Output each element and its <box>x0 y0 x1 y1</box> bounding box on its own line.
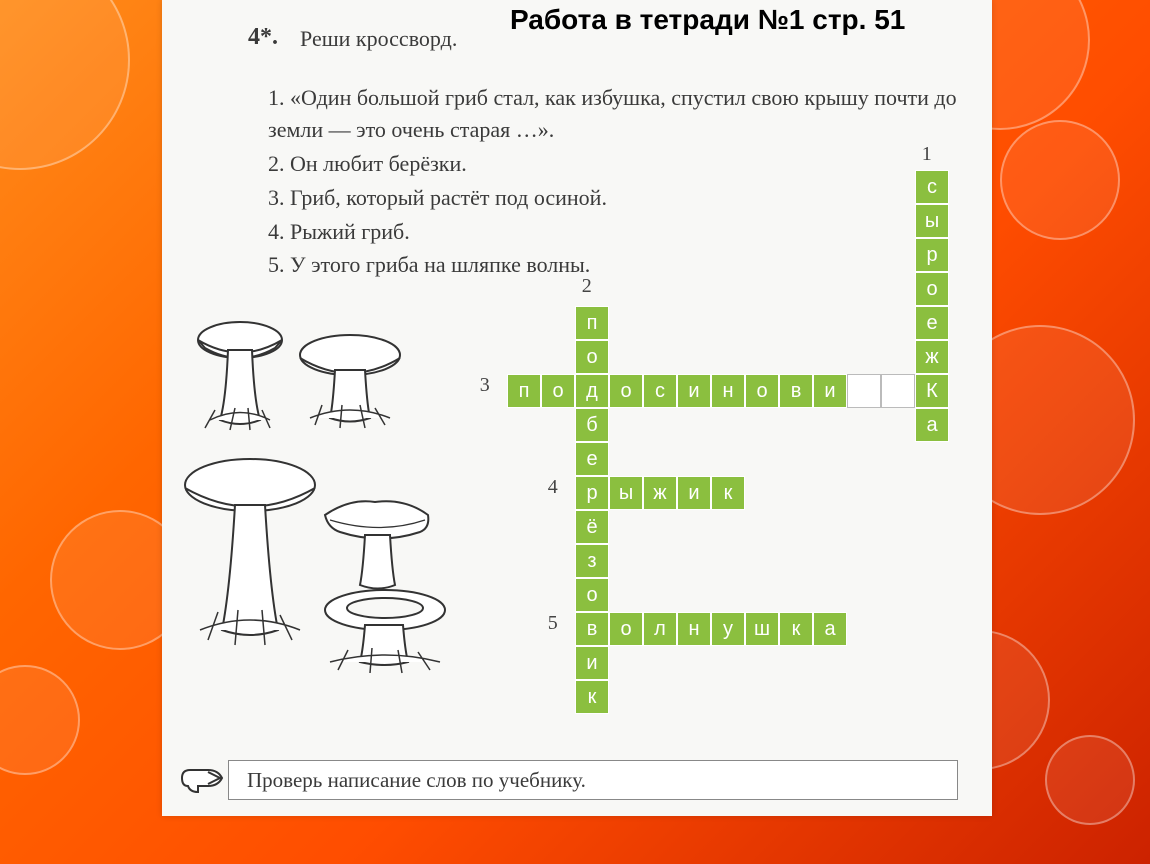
crossword-cell-filled: о <box>575 578 609 612</box>
crossword-cell-filled: с <box>915 170 949 204</box>
crossword-grid: сыроежКаподберёзовикпоосиновиыжиколнушка… <box>405 170 985 730</box>
crossword-cell-filled: л <box>643 612 677 646</box>
crossword-cell-filled: К <box>915 374 949 408</box>
crossword-cell-filled: о <box>541 374 575 408</box>
crossword-cell-empty <box>847 374 881 408</box>
crossword-cell-filled: р <box>915 238 949 272</box>
crossword-cell-filled: а <box>813 612 847 646</box>
crossword-cell-filled: к <box>711 476 745 510</box>
crossword-number: 2 <box>582 275 592 298</box>
crossword-cell-filled: о <box>745 374 779 408</box>
crossword-cell-filled: б <box>575 408 609 442</box>
crossword-cell-filled: ж <box>915 340 949 374</box>
check-text: Проверь написание слов по учебнику. <box>247 768 586 793</box>
crossword-cell-filled: ы <box>915 204 949 238</box>
bg-circle <box>1045 735 1135 825</box>
crossword-cell-empty <box>881 374 915 408</box>
crossword-cell-filled: и <box>677 374 711 408</box>
crossword-cell-filled: о <box>609 374 643 408</box>
task-title: Реши кроссворд. <box>300 26 457 52</box>
crossword-cell-filled: о <box>915 272 949 306</box>
crossword-cell-filled: в <box>575 612 609 646</box>
crossword-cell-filled: ё <box>575 510 609 544</box>
bg-circle <box>1000 120 1120 240</box>
crossword-number: 1 <box>922 143 932 166</box>
task-number: 4*. <box>248 24 278 51</box>
crossword-cell-filled: н <box>711 374 745 408</box>
crossword-cell-filled: о <box>575 340 609 374</box>
clue-item: 1. «Один большой гриб стал, как избушка,… <box>268 82 968 146</box>
crossword-cell-filled: и <box>677 476 711 510</box>
crossword-cell-filled: ш <box>745 612 779 646</box>
crossword-cell-filled: з <box>575 544 609 578</box>
crossword-number: 5 <box>548 612 558 635</box>
crossword-cell-filled: п <box>507 374 541 408</box>
crossword-cell-filled: у <box>711 612 745 646</box>
crossword-number: 4 <box>548 476 558 499</box>
crossword-number: 3 <box>480 374 490 397</box>
slide-title: Работа в тетради №1 стр. 51 <box>510 4 905 36</box>
crossword-cell-filled: а <box>915 408 949 442</box>
crossword-cell-filled: и <box>813 374 847 408</box>
crossword-cell-filled: о <box>609 612 643 646</box>
crossword-cell-filled: е <box>575 442 609 476</box>
crossword-cell-filled: п <box>575 306 609 340</box>
crossword-cell-filled: с <box>643 374 677 408</box>
crossword-cell-filled: н <box>677 612 711 646</box>
crossword-cell-filled: ы <box>609 476 643 510</box>
crossword-cell-filled: к <box>779 612 813 646</box>
crossword-cell-filled: к <box>575 680 609 714</box>
crossword-cell-filled: д <box>575 374 609 408</box>
crossword-cell-filled: в <box>779 374 813 408</box>
crossword-cell-filled: ж <box>643 476 677 510</box>
crossword-cell-filled: е <box>915 306 949 340</box>
crossword-cell-filled: и <box>575 646 609 680</box>
check-instruction: Проверь написание слов по учебнику. <box>228 760 958 800</box>
pointing-hand-icon <box>178 758 226 798</box>
crossword-cell-filled: р <box>575 476 609 510</box>
